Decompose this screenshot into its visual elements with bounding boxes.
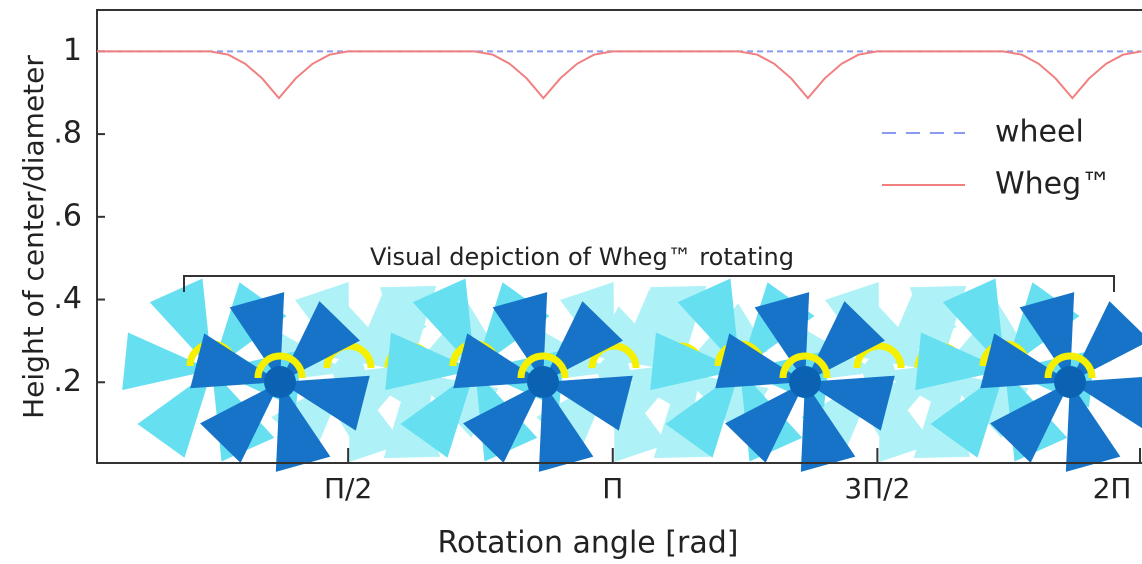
y-tick-label: .6 bbox=[53, 198, 82, 233]
annotation: Visual depiction of Wheg™ rotating bbox=[370, 243, 794, 271]
wheg-hub bbox=[264, 366, 296, 398]
wheg-hub bbox=[1054, 366, 1086, 398]
wheg-illustration bbox=[122, 278, 1142, 471]
legend-label: wheel bbox=[995, 115, 1084, 150]
legend-label: Wheg™ bbox=[995, 167, 1111, 202]
y-tick-label: .2 bbox=[53, 364, 82, 399]
wheg-spoke bbox=[1070, 301, 1142, 382]
x-axis-title: Rotation angle [rad] bbox=[438, 526, 739, 561]
y-tick-label: .8 bbox=[53, 116, 82, 151]
x-tick-label: Π bbox=[602, 472, 623, 505]
x-tick-label: 2Π bbox=[1093, 472, 1132, 505]
x-tick-label: 3Π/2 bbox=[844, 472, 910, 505]
y-axis-title: Height of center/diameter bbox=[17, 55, 50, 419]
y-tick-label: 1 bbox=[63, 33, 82, 68]
x-tick-label: Π/2 bbox=[324, 472, 372, 505]
y-tick-label: .4 bbox=[53, 281, 82, 316]
line-series bbox=[97, 51, 1142, 98]
wheg-spoke bbox=[200, 382, 280, 463]
wheg-hub bbox=[527, 366, 559, 398]
wheg-hub bbox=[789, 366, 821, 398]
chart: Height of center/diameter Rotation angle… bbox=[0, 0, 1142, 564]
